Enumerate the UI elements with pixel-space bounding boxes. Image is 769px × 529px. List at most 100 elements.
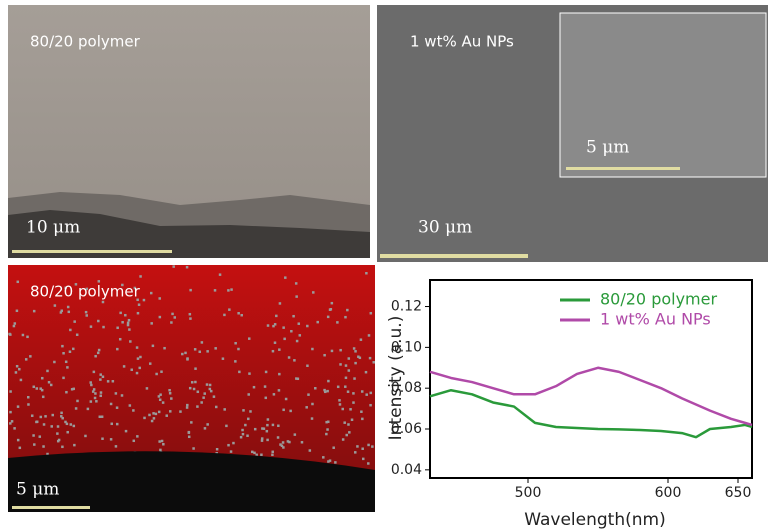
- particle: [33, 443, 36, 446]
- particle: [189, 387, 192, 390]
- particle: [327, 316, 330, 319]
- particle: [186, 266, 189, 269]
- particle: [158, 411, 161, 414]
- particle: [370, 392, 373, 395]
- particle: [93, 371, 96, 374]
- particle: [179, 410, 182, 413]
- y-tick-label: 0.06: [391, 421, 422, 437]
- particle: [116, 348, 119, 351]
- particle: [362, 458, 365, 461]
- particle: [343, 421, 346, 424]
- particle: [282, 326, 285, 329]
- particle: [327, 380, 330, 383]
- particle: [143, 417, 146, 420]
- particle: [137, 357, 140, 360]
- particle: [339, 363, 342, 366]
- particle: [306, 325, 309, 328]
- particle: [61, 345, 64, 348]
- particle: [65, 361, 68, 364]
- particle: [110, 438, 113, 441]
- particle: [329, 459, 332, 462]
- particle: [351, 419, 354, 422]
- particle: [53, 361, 56, 364]
- particle: [371, 445, 374, 448]
- particle: [234, 342, 237, 345]
- particle: [75, 407, 78, 410]
- particle: [162, 401, 165, 404]
- particle: [110, 403, 113, 406]
- particle: [272, 350, 275, 353]
- particle: [331, 302, 334, 305]
- particle: [31, 414, 33, 417]
- particle: [159, 316, 162, 319]
- particle: [27, 403, 30, 406]
- particle: [209, 388, 212, 391]
- particle: [119, 338, 122, 341]
- particle: [90, 384, 93, 387]
- particle: [254, 428, 257, 431]
- particle: [247, 418, 250, 421]
- particle: [128, 319, 131, 322]
- particle: [295, 295, 298, 298]
- particle: [189, 317, 192, 320]
- particle: [222, 357, 225, 360]
- particle: [288, 356, 291, 359]
- particle: [170, 397, 173, 400]
- particle: [174, 316, 177, 319]
- particle: [191, 381, 194, 384]
- particle: [365, 393, 368, 396]
- particle: [273, 393, 276, 396]
- particle: [261, 427, 264, 430]
- particle: [194, 348, 197, 351]
- particle: [223, 408, 226, 411]
- scale-bar: [12, 506, 90, 509]
- particle: [70, 423, 73, 426]
- particle: [228, 308, 231, 311]
- particle: [93, 388, 96, 391]
- particle: [139, 356, 142, 359]
- particle: [266, 424, 269, 427]
- particle: [155, 373, 158, 376]
- particle: [278, 373, 281, 376]
- particle: [272, 325, 275, 328]
- particle: [188, 431, 191, 434]
- particle: [99, 378, 102, 381]
- data-line: [430, 390, 752, 437]
- particle: [347, 390, 350, 393]
- particle: [227, 444, 230, 447]
- scale-bar: [566, 167, 680, 170]
- particle: [89, 381, 92, 384]
- particle: [39, 435, 42, 438]
- particle: [188, 436, 191, 439]
- particle: [282, 409, 285, 412]
- scale-bar-label: 5 μm: [586, 138, 629, 158]
- particle: [361, 390, 364, 393]
- particle: [68, 311, 71, 314]
- particle: [346, 309, 349, 312]
- particle: [41, 377, 44, 380]
- particle: [112, 380, 115, 383]
- particle: [337, 386, 340, 389]
- particle: [161, 440, 164, 443]
- particle: [9, 411, 12, 414]
- particle: [189, 313, 192, 316]
- particle: [115, 445, 118, 448]
- particle: [19, 447, 22, 450]
- chart: Wavelength(nm) Intensity (a.u.) 0.040.06…: [386, 280, 752, 529]
- particle: [215, 406, 218, 409]
- particle: [234, 360, 237, 363]
- particle: [331, 350, 334, 353]
- particle: [35, 421, 38, 424]
- particle: [159, 399, 162, 402]
- particle: [288, 441, 291, 444]
- particle: [76, 400, 79, 403]
- particle: [241, 429, 244, 432]
- particle: [206, 350, 209, 353]
- particle: [160, 370, 163, 373]
- particle: [230, 288, 233, 291]
- particle: [192, 447, 195, 450]
- particle: [240, 436, 243, 439]
- particle: [143, 299, 146, 302]
- particle: [265, 371, 268, 374]
- particle: [367, 444, 370, 447]
